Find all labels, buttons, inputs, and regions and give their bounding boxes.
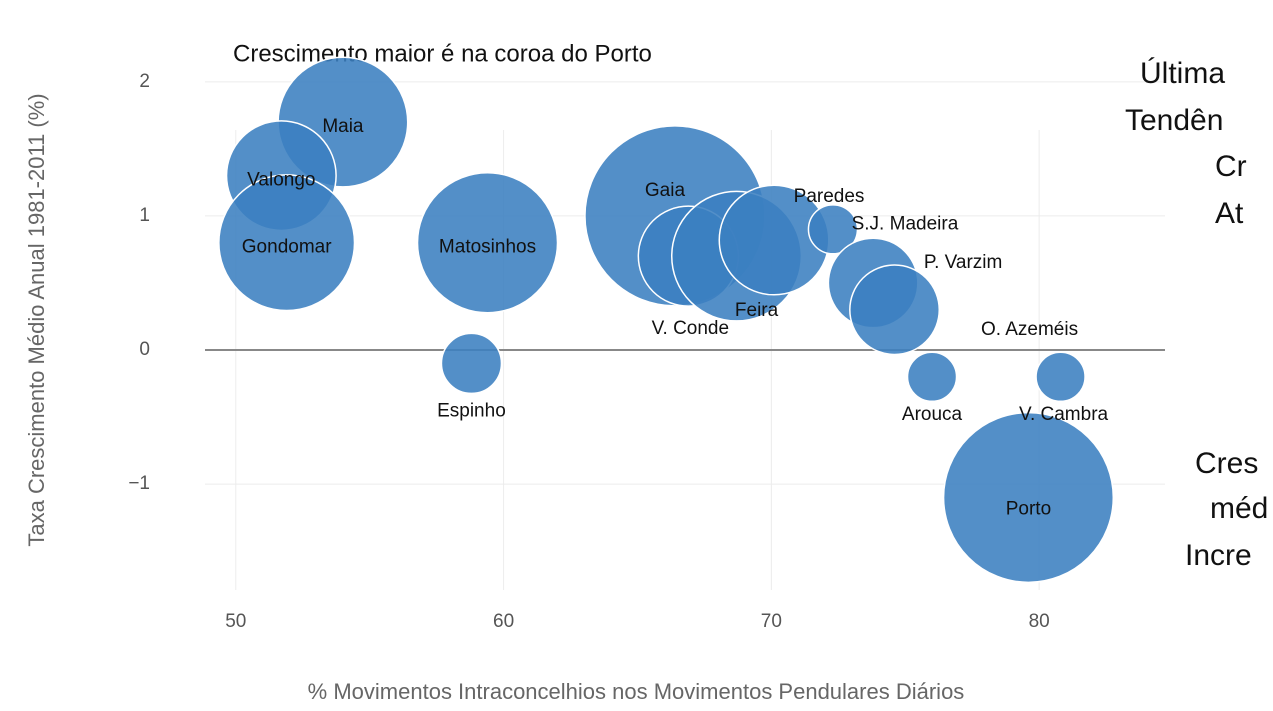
bubble-label: Gaia xyxy=(645,180,686,201)
side-text: Incre xyxy=(1185,539,1252,572)
bubble xyxy=(807,204,859,255)
bubble-label: P. Varzim xyxy=(924,252,1003,273)
bubble xyxy=(849,264,941,356)
side-text: Última xyxy=(1140,57,1225,90)
y-tick-label: −1 xyxy=(128,473,150,494)
side-text: Cr xyxy=(1215,150,1247,183)
bubble-label: V. Conde xyxy=(652,318,729,339)
bubble-label: Matosinhos xyxy=(439,237,536,258)
bubble xyxy=(440,332,503,395)
x-tick-label: 60 xyxy=(493,611,514,632)
bubble xyxy=(416,171,559,314)
y-tick-label: 1 xyxy=(139,205,150,226)
bubble-label: S.J. Madeira xyxy=(852,213,959,234)
bubble-label: Espinho xyxy=(437,400,506,421)
bubble-label: Porto xyxy=(1006,498,1051,519)
side-text: Cres xyxy=(1195,447,1258,480)
bubble-label: V. Cambra xyxy=(1019,404,1108,425)
bubble-label: O. Azeméis xyxy=(981,319,1078,340)
y-tick-label: 0 xyxy=(139,339,150,360)
bubble-label: Paredes xyxy=(794,186,865,207)
side-text: Tendên xyxy=(1125,104,1223,137)
x-tick-label: 80 xyxy=(1029,611,1050,632)
x-axis-label: % Movimentos Intraconcelhios nos Movimen… xyxy=(308,679,965,704)
side-text: méd xyxy=(1210,492,1268,525)
x-tick-label: 50 xyxy=(225,611,246,632)
y-tick-label: 2 xyxy=(139,71,150,92)
bubble xyxy=(1035,351,1086,403)
bubble xyxy=(942,411,1115,584)
chart-title: Crescimento maior é na coroa do Porto xyxy=(233,40,652,67)
bubble-label: Feira xyxy=(735,300,779,321)
bubble xyxy=(218,174,356,312)
y-axis-label: Taxa Crescimento Médio Anual 1981-2011 (… xyxy=(24,93,49,546)
bubble-label: Arouca xyxy=(902,404,963,425)
x-tick-label: 70 xyxy=(761,611,782,632)
side-text: At xyxy=(1215,197,1244,230)
bubble-label: Valongo xyxy=(247,170,315,191)
bubble-label: Gondomar xyxy=(242,237,332,258)
bubble xyxy=(906,351,958,403)
bubble-label: Maia xyxy=(322,116,364,137)
